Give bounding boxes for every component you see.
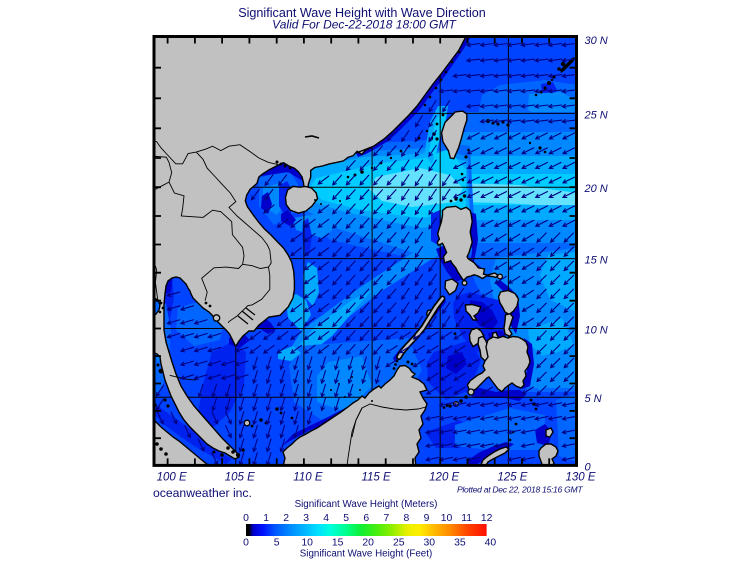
svg-text:15 N: 15 N [585,255,608,267]
svg-text:12: 12 [481,513,493,524]
svg-text:Significant Wave Height (Meter: Significant Wave Height (Meters) [295,499,438,510]
svg-text:7: 7 [384,513,390,524]
svg-text:115 E: 115 E [361,472,391,484]
svg-text:15: 15 [332,538,344,549]
svg-text:3: 3 [303,513,309,524]
svg-text:8: 8 [404,513,410,524]
svg-text:10 N: 10 N [585,325,608,337]
svg-text:Significant Wave Height (Feet): Significant Wave Height (Feet) [300,549,433,560]
svg-text:5 N: 5 N [585,393,602,405]
svg-text:6: 6 [363,513,369,524]
svg-text:11: 11 [461,513,472,524]
svg-text:130 E: 130 E [565,472,595,484]
svg-text:10: 10 [441,513,453,524]
svg-text:4: 4 [323,513,329,524]
svg-text:105 E: 105 E [225,472,255,484]
svg-text:Significant Wave Height with W: Significant Wave Height with Wave Direct… [238,6,486,20]
svg-text:20 N: 20 N [584,183,608,195]
svg-text:oceanweather inc.: oceanweather inc. [153,486,252,500]
svg-text:30: 30 [424,538,436,549]
svg-text:25: 25 [393,538,405,549]
svg-text:1: 1 [263,513,269,524]
svg-text:5: 5 [343,513,349,524]
svg-text:9: 9 [424,513,430,524]
svg-text:0: 0 [243,513,249,524]
svg-text:Valid For Dec-22-2018 18:00 GM: Valid For Dec-22-2018 18:00 GMT [272,18,457,32]
svg-text:30 N: 30 N [585,35,608,47]
svg-text:120 E: 120 E [429,472,459,484]
svg-text:0: 0 [243,538,249,549]
svg-text:35: 35 [454,538,466,549]
svg-text:125 E: 125 E [497,472,527,484]
svg-text:2: 2 [283,513,289,524]
svg-text:0: 0 [585,462,592,474]
svg-text:110 E: 110 E [293,472,323,484]
svg-text:40: 40 [485,538,497,549]
svg-text:100 E: 100 E [157,472,187,484]
svg-text:10: 10 [301,538,313,549]
svg-text:20: 20 [362,538,374,549]
svg-text:5: 5 [274,538,280,549]
svg-text:Plotted at Dec 22, 2018 15:16: Plotted at Dec 22, 2018 15:16 GMT [457,485,583,495]
svg-text:25 N: 25 N [584,109,608,121]
